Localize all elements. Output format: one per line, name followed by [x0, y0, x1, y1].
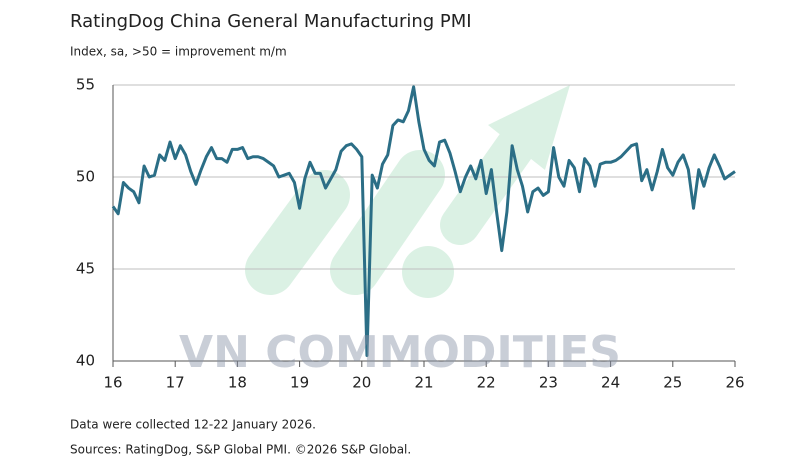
x-tick-label: 23	[539, 374, 558, 392]
x-tick-label: 20	[352, 374, 371, 392]
x-tick-label: 26	[725, 374, 744, 392]
x-tick-label: 19	[290, 374, 309, 392]
x-tick-label: 21	[414, 374, 433, 392]
note: Sources: RatingDog, S&P Global PMI. ©202…	[70, 443, 411, 457]
chart-title: RatingDog China General Manufacturing PM…	[70, 11, 472, 32]
x-tick-label: 16	[103, 374, 122, 392]
watermark-stroke	[330, 150, 445, 295]
pmi-line	[111, 85, 736, 357]
x-tick-label: 18	[228, 374, 247, 392]
y-tick-label: 40	[76, 352, 95, 370]
chart-subtitle: Index, sa, >50 = improvement m/m	[70, 45, 287, 59]
x-tick-label: 24	[601, 374, 620, 392]
watermark-text: VN COMMODITIES	[179, 327, 621, 378]
watermark-arrowhead	[488, 85, 570, 170]
x-tick-label: 22	[477, 374, 496, 392]
watermark-stroke	[245, 170, 350, 295]
x-tick-label: 25	[663, 374, 682, 392]
watermark-dot	[402, 246, 454, 298]
note: Data were collected 12-22 January 2026.	[70, 418, 316, 432]
y-tick-label: 55	[76, 76, 95, 94]
plot-area: 40 45 50 55 16 17 18 19 20 21 22 23 24 25 26	[76, 76, 745, 392]
y-tick-label: 45	[76, 260, 95, 278]
y-tick-label: 50	[76, 168, 95, 186]
x-tick-label: 17	[166, 374, 185, 392]
